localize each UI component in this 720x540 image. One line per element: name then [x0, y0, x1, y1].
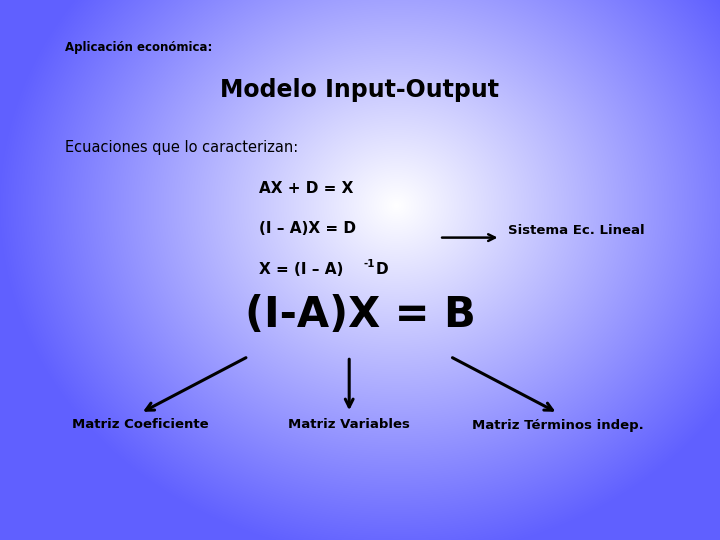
- Text: -1: -1: [364, 259, 375, 269]
- Text: D: D: [376, 262, 389, 277]
- Text: X = (I – A): X = (I – A): [259, 262, 343, 277]
- Text: Matriz Variables: Matriz Variables: [288, 418, 410, 431]
- Text: Sistema Ec. Lineal: Sistema Ec. Lineal: [508, 224, 644, 237]
- Text: AX + D = X: AX + D = X: [259, 181, 354, 196]
- Text: Ecuaciones que lo caracterizan:: Ecuaciones que lo caracterizan:: [65, 140, 298, 156]
- Text: (I – A)X = D: (I – A)X = D: [259, 221, 356, 237]
- Text: Aplicación económica:: Aplicación económica:: [65, 40, 212, 53]
- Text: (I-A)X = B: (I-A)X = B: [245, 294, 475, 336]
- Text: Modelo Input-Output: Modelo Input-Output: [220, 78, 500, 102]
- Text: Matriz Coeficiente: Matriz Coeficiente: [72, 418, 209, 431]
- Text: Matriz Términos indep.: Matriz Términos indep.: [472, 418, 644, 431]
